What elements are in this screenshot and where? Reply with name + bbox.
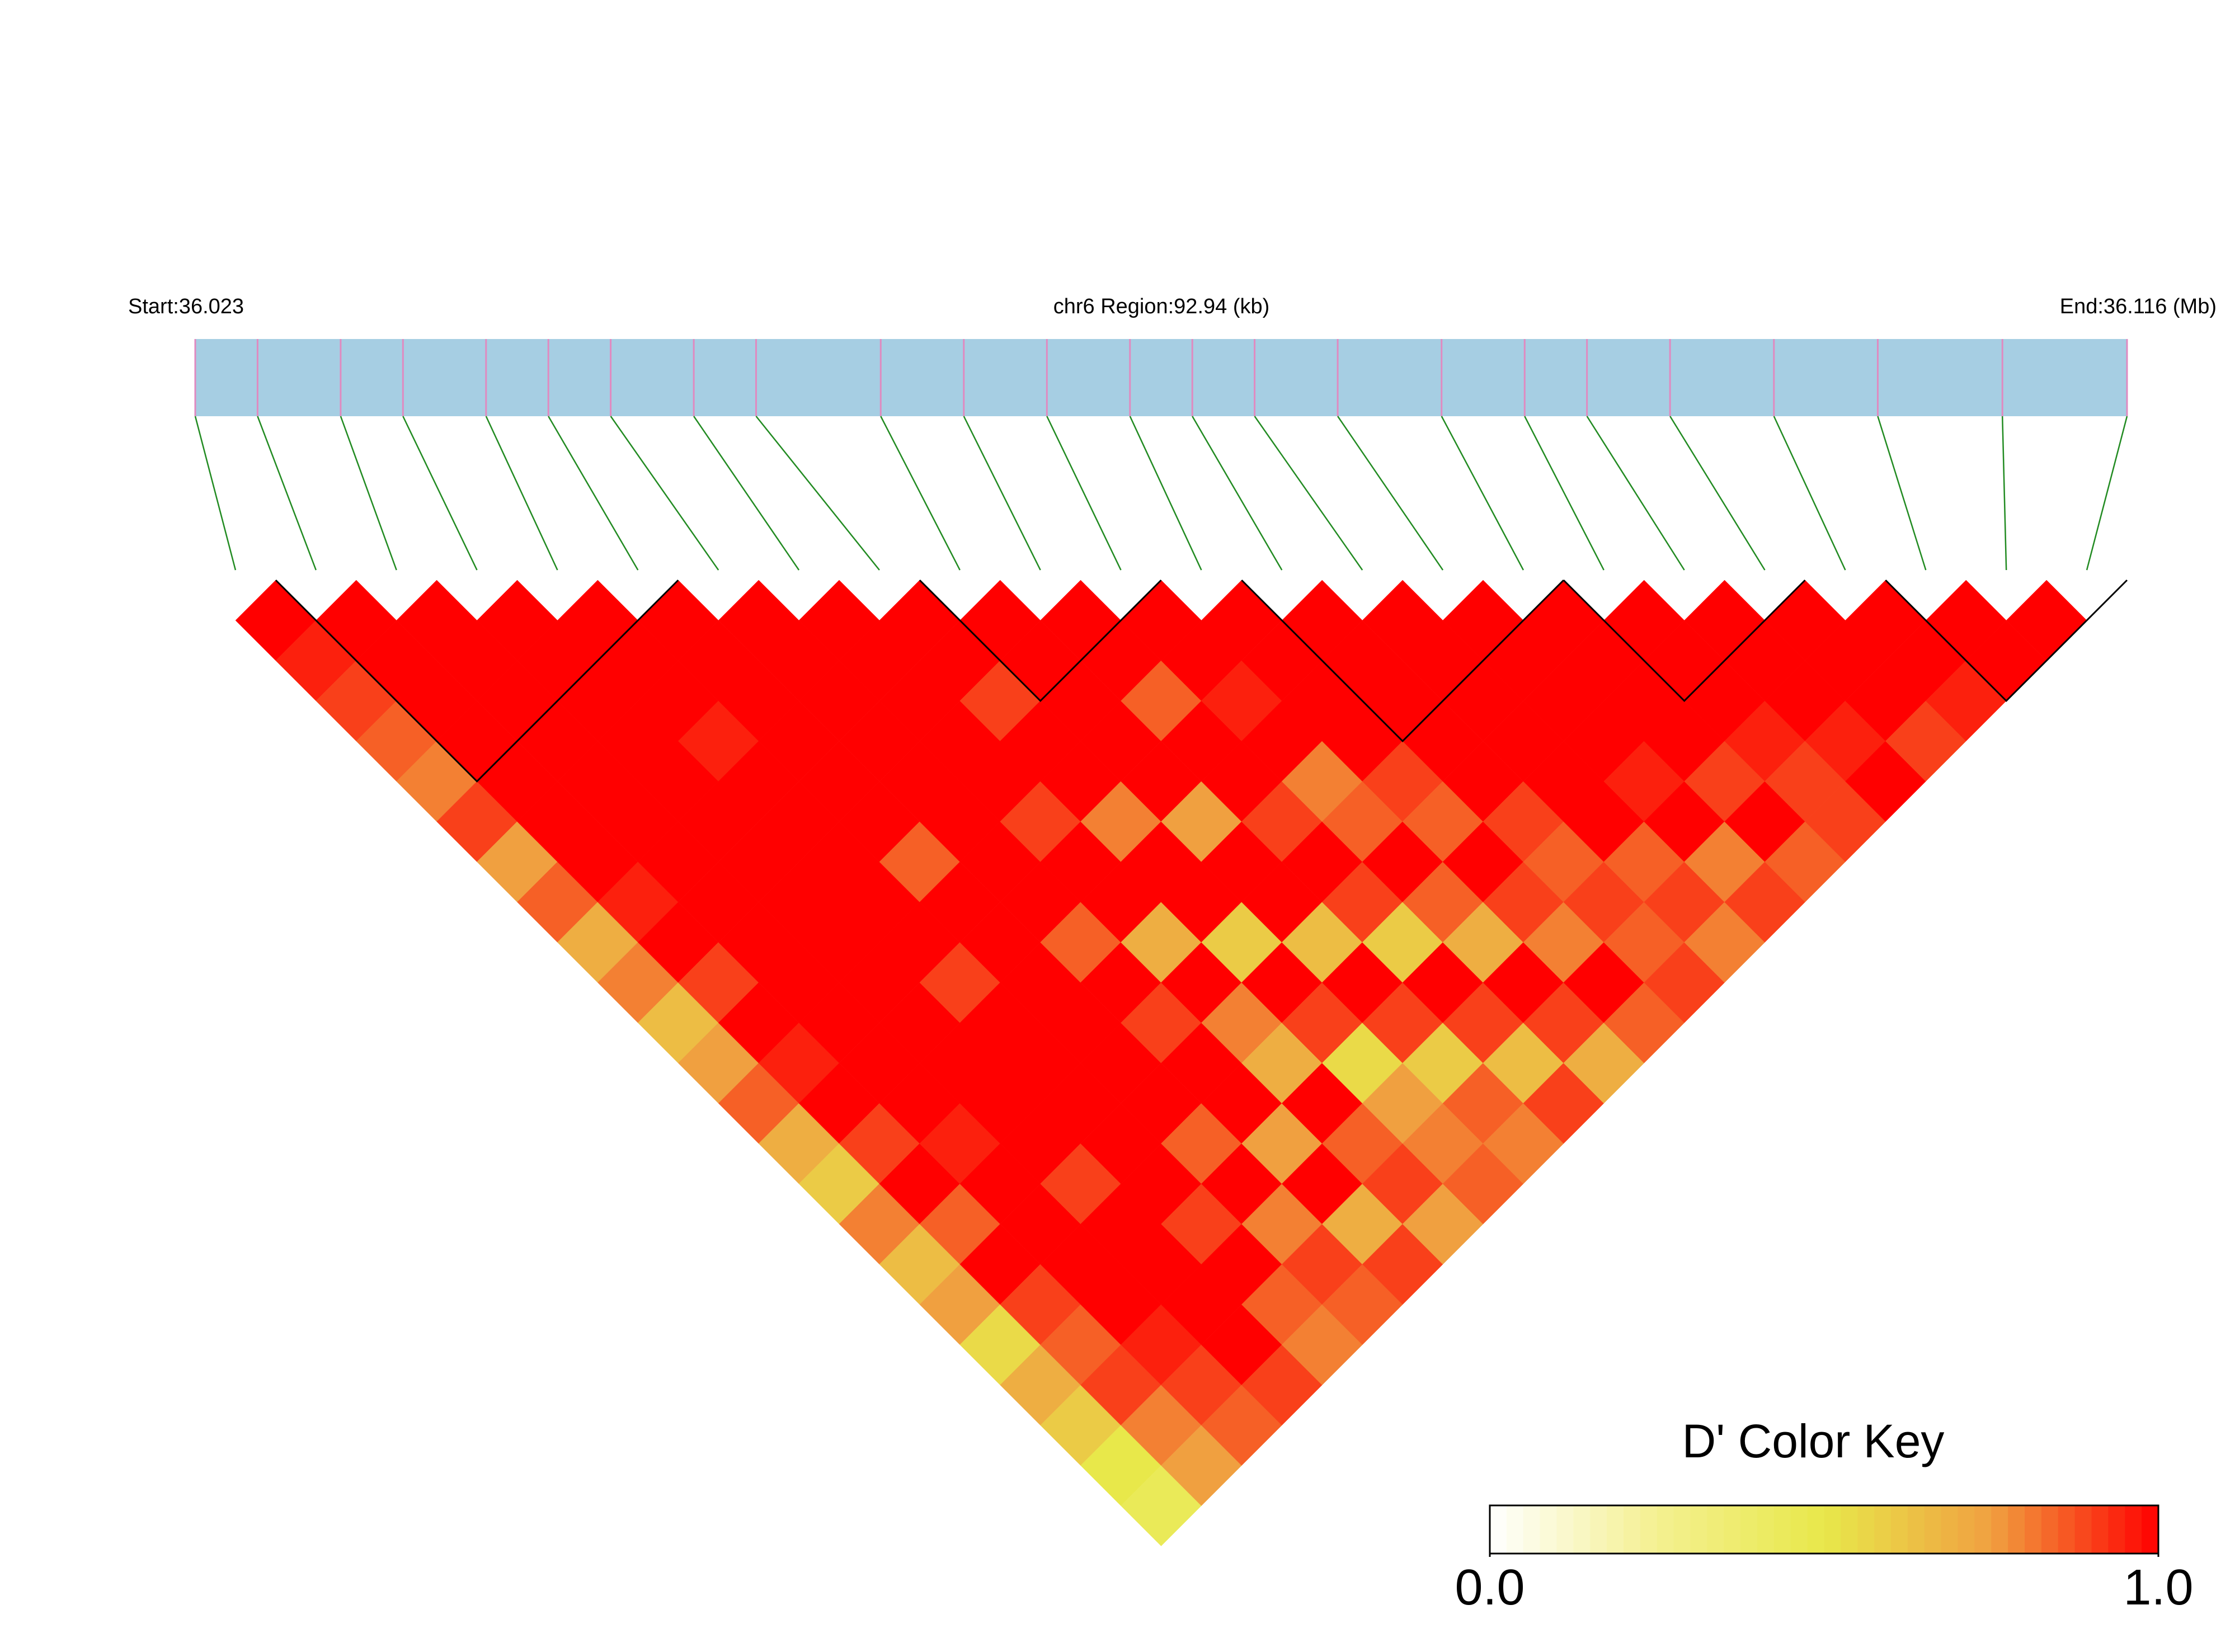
key-swatch: [1573, 1505, 1591, 1554]
snp-connector: [2001, 416, 2007, 571]
snp-connector: [755, 416, 880, 571]
start-label: Start:36.023: [128, 295, 244, 318]
key-swatch: [1790, 1505, 1808, 1554]
key-swatch: [1991, 1505, 2008, 1554]
ld-block: [1563, 579, 1806, 702]
end-label: End:36.116 (Mb): [2060, 295, 2217, 318]
key-tick-label: 0.0: [1455, 1560, 1524, 1616]
snp-connector: [1129, 416, 1202, 571]
snp-connector: [1192, 416, 1283, 571]
key-tick-label: 1.0: [2123, 1560, 2193, 1616]
position-bar: [195, 339, 2127, 416]
key-swatch: [1773, 1505, 1791, 1554]
key-swatch: [1907, 1505, 1925, 1554]
key-swatch: [2041, 1505, 2059, 1554]
key-swatch: [1640, 1505, 1658, 1554]
key-swatch: [1924, 1505, 1942, 1554]
key-swatch: [1841, 1505, 1858, 1554]
ld-block: [1885, 579, 2128, 702]
snp-connector: [2086, 416, 2128, 571]
snp-connector: [340, 416, 397, 571]
key-swatch: [1690, 1505, 1707, 1554]
key-title: D' Color Key: [1682, 1415, 1945, 1467]
ld-block: [1241, 579, 1564, 742]
key-swatch: [1757, 1505, 1775, 1554]
key-swatch: [1958, 1505, 1975, 1554]
key-swatch: [1974, 1505, 1992, 1554]
key-swatch: [1540, 1505, 1557, 1554]
snp-connector: [257, 416, 317, 571]
key-swatch: [2074, 1505, 2092, 1554]
ld-block: [275, 579, 679, 783]
snp-connector: [693, 416, 800, 571]
key-swatch: [1590, 1505, 1607, 1554]
key-swatch: [2008, 1505, 2025, 1554]
key-swatch: [2058, 1505, 2076, 1554]
key-swatch: [1707, 1505, 1724, 1554]
snp-connector: [1586, 416, 1685, 571]
key-swatch: [1523, 1505, 1541, 1554]
snp-connector: [1524, 416, 1605, 571]
key-swatch: [1657, 1505, 1674, 1554]
region-label: chr6 Region:92.94 (kb): [1053, 295, 1270, 318]
key-swatch: [1624, 1505, 1641, 1554]
snp-connector: [610, 416, 719, 571]
snp-connector: [1773, 416, 1846, 571]
key-swatch: [1556, 1505, 1574, 1554]
key-swatch: [1807, 1505, 1824, 1554]
snp-connector: [1877, 416, 1927, 571]
snp-connector: [402, 416, 478, 571]
key-swatch: [2025, 1505, 2042, 1554]
key-swatch: [1740, 1505, 1758, 1554]
snp-connector: [485, 416, 558, 571]
key-swatch: [1874, 1505, 1891, 1554]
key-swatch: [1824, 1505, 1841, 1554]
key-swatch: [1891, 1505, 1908, 1554]
snp-connector: [1441, 416, 1524, 571]
key-swatch: [1941, 1505, 1958, 1554]
snp-connector: [1254, 416, 1363, 571]
key-swatch: [2108, 1505, 2125, 1554]
key-swatch: [1607, 1505, 1624, 1554]
key-swatch: [1506, 1505, 1524, 1554]
snp-connector: [1669, 416, 1766, 571]
snp-connector: [548, 416, 639, 571]
ld-block: [919, 579, 1162, 702]
key-frame: [1489, 1504, 2159, 1555]
snp-connector: [1046, 416, 1122, 571]
key-swatch: [1490, 1505, 1507, 1554]
snp-connector: [194, 416, 237, 571]
snp-connector: [963, 416, 1041, 571]
key-swatch: [2091, 1505, 2109, 1554]
key-swatch: [2125, 1505, 2142, 1554]
key-swatch: [1724, 1505, 1741, 1554]
snp-connector: [880, 416, 961, 571]
key-swatch: [2142, 1505, 2159, 1554]
key-swatch: [1857, 1505, 1875, 1554]
snp-connector: [1337, 416, 1444, 571]
key-swatch: [1673, 1505, 1691, 1554]
